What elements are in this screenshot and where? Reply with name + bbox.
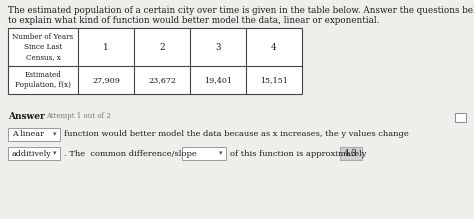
Text: The estimated population of a certain city over time is given in the table below: The estimated population of a certain ci… — [8, 6, 474, 15]
Text: . The  common difference/slope: . The common difference/slope — [64, 150, 197, 157]
Text: additively: additively — [12, 150, 52, 157]
Bar — [8, 128, 60, 141]
Text: 1: 1 — [103, 42, 109, 51]
Text: Number of Years
Since Last
Census, x: Number of Years Since Last Census, x — [12, 33, 73, 61]
Text: 4: 4 — [271, 42, 277, 51]
Text: 27,909: 27,909 — [92, 76, 120, 84]
Text: 2: 2 — [159, 42, 165, 51]
Text: Answer: Answer — [8, 112, 45, 121]
Text: 23,672: 23,672 — [148, 76, 176, 84]
Text: 19,401: 19,401 — [204, 76, 232, 84]
Text: 15,151: 15,151 — [260, 76, 288, 84]
Text: Estimated
Population, f(x): Estimated Population, f(x) — [15, 71, 71, 89]
Text: function would better model the data because as x increases, the y values change: function would better model the data bec… — [64, 131, 409, 138]
Text: ▾: ▾ — [53, 150, 57, 157]
Text: ▾: ▾ — [219, 150, 223, 157]
Text: A linear: A linear — [12, 131, 44, 138]
Text: ▾: ▾ — [53, 131, 57, 138]
Text: to explain what kind of function would better model the data, linear or exponent: to explain what kind of function would b… — [8, 16, 379, 25]
Text: 3: 3 — [215, 42, 221, 51]
Bar — [8, 147, 60, 160]
Text: of this function is approximately: of this function is approximately — [230, 150, 366, 157]
Bar — [182, 147, 226, 160]
Text: Attempt 1 out of 2: Attempt 1 out of 2 — [46, 112, 111, 120]
Bar — [455, 113, 466, 122]
Bar — [340, 147, 362, 160]
Text: 4.3: 4.3 — [344, 149, 358, 158]
Bar — [8, 28, 302, 94]
